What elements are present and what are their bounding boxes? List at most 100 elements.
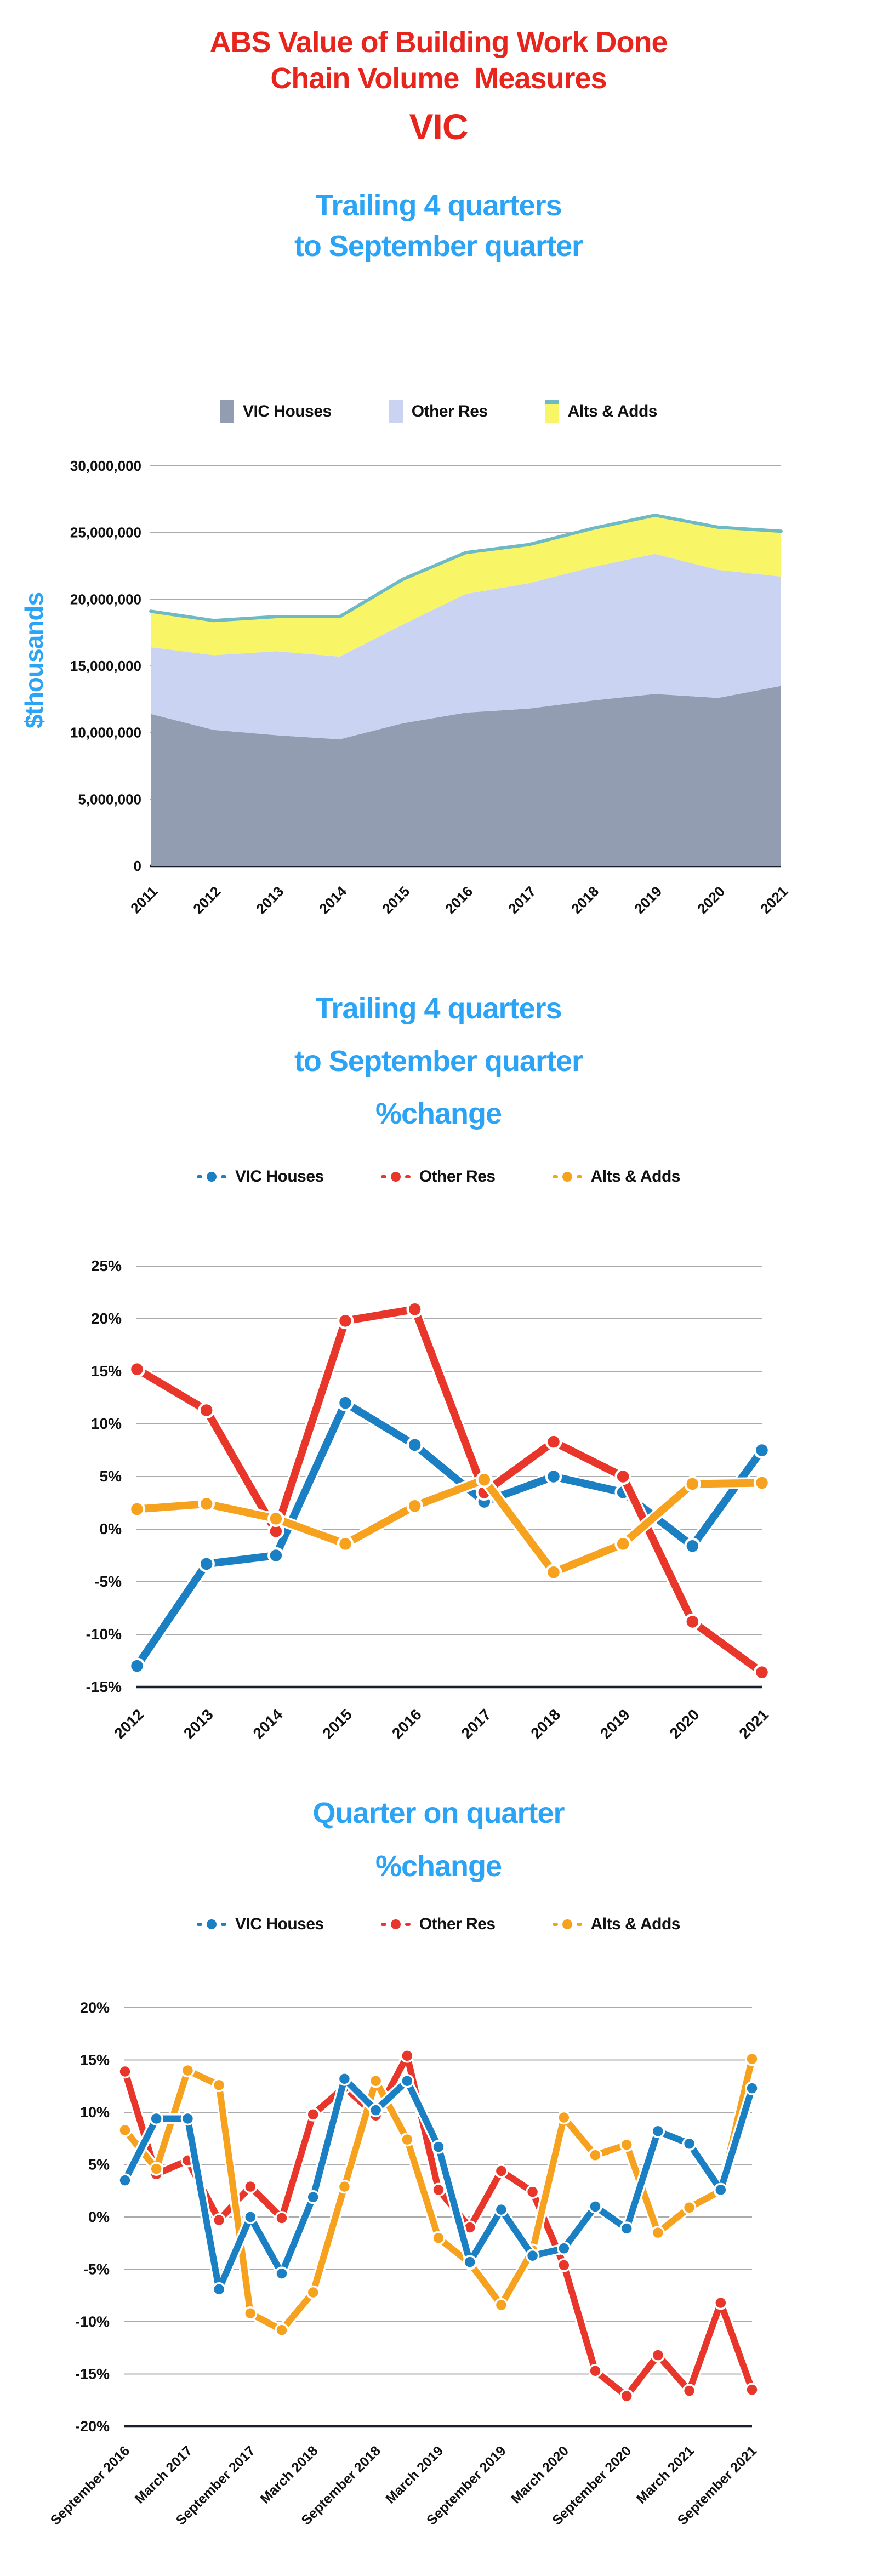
- data-point: [557, 2241, 571, 2256]
- data-point: [431, 2231, 446, 2245]
- legend-label: Other Res: [419, 1167, 496, 1186]
- axis-tick-label: 10%: [91, 1415, 122, 1432]
- data-point: [619, 2389, 634, 2403]
- data-point: [118, 2064, 132, 2079]
- axis-tick-label: March 2019: [383, 2443, 446, 2506]
- data-point: [212, 2078, 226, 2093]
- axis-tick-label: 2019: [597, 1706, 633, 1742]
- legend-item-vic-houses: VIC Houses: [196, 1167, 324, 1186]
- page-title: ABS Value of Building Work Done Chain Vo…: [0, 24, 877, 96]
- data-point: [494, 2202, 509, 2217]
- data-point: [684, 1475, 701, 1492]
- legend-dash-dot-marker: [196, 1172, 226, 1182]
- axis-tick-label: 2017: [505, 883, 539, 917]
- legend-color-chip: [544, 400, 559, 423]
- data-point: [557, 2258, 571, 2272]
- axis-tick-label: 0%: [100, 1520, 122, 1537]
- data-point: [337, 1535, 354, 1553]
- axis-tick-label: 2015: [319, 1706, 355, 1742]
- data-point: [198, 1555, 215, 1572]
- legend-label: VIC Houses: [235, 1915, 324, 1933]
- data-point: [243, 2210, 258, 2224]
- data-point: [682, 2136, 697, 2151]
- data-point: [588, 2364, 602, 2378]
- axis-tick-label: 15%: [91, 1363, 122, 1380]
- axis-tick-label: 2014: [250, 1706, 286, 1742]
- legend-item-other-res: Other Res: [380, 1167, 496, 1186]
- chart1-legend: VIC Houses Other Res Alts & Adds: [0, 400, 877, 423]
- data-point: [149, 2111, 163, 2126]
- area-series-other-res: [151, 554, 781, 739]
- data-point: [651, 2124, 665, 2139]
- data-point: [431, 2140, 446, 2154]
- axis-tick-label: -5%: [83, 2261, 110, 2278]
- axis-tick-label: -5%: [94, 1573, 122, 1590]
- legend-chip-top-stripe: [544, 400, 559, 404]
- legend-item-vic-houses: VIC Houses: [219, 400, 332, 423]
- axis-tick-label: 25,000,000: [70, 525, 141, 541]
- data-point: [588, 2148, 602, 2163]
- area-series-alts-adds: [151, 515, 781, 657]
- chart1-title: Trailing 4 quarters to September quarter: [294, 189, 583, 263]
- legend-label: VIC Houses: [235, 1167, 324, 1186]
- data-point: [494, 2164, 509, 2178]
- data-point: [337, 1312, 354, 1330]
- data-point: [714, 2295, 728, 2310]
- axis-tick-label: -20%: [75, 2418, 110, 2435]
- data-point: [753, 1663, 771, 1681]
- chart2-legend: VIC Houses Other Res Alts & Adds: [0, 1167, 877, 1186]
- data-point: [753, 1474, 771, 1491]
- legend-item-alts-adds: Alts & Adds: [544, 400, 658, 423]
- data-point: [545, 1564, 562, 1581]
- legend-label: Alts & Adds: [567, 402, 658, 420]
- data-point: [306, 2285, 320, 2300]
- page-title-line1: ABS Value of Building Work Done: [209, 26, 668, 59]
- data-point: [614, 1468, 631, 1485]
- axis-tick-label: -15%: [75, 2366, 110, 2383]
- legend-item-vic-houses: VIC Houses: [196, 1915, 324, 1934]
- data-point: [337, 1394, 354, 1411]
- data-point: [619, 2138, 634, 2152]
- axis-tick-label: 2018: [527, 1706, 563, 1742]
- data-point: [406, 1497, 423, 1515]
- data-point: [275, 2211, 289, 2225]
- legend-dash-dot-marker: [552, 1919, 582, 1929]
- data-point: [212, 2213, 226, 2227]
- data-point: [463, 2255, 477, 2269]
- data-point: [753, 1441, 771, 1459]
- legend-label: Other Res: [411, 402, 488, 420]
- data-point: [128, 1501, 146, 1518]
- legend-item-other-res: Other Res: [388, 400, 488, 423]
- stack-total-line: [149, 514, 783, 623]
- axis-tick-label: 2013: [253, 883, 287, 917]
- data-point: [212, 2282, 226, 2296]
- axis-tick-label: 2012: [111, 1706, 147, 1742]
- data-point: [275, 2266, 289, 2281]
- data-point: [128, 1657, 146, 1674]
- axis-tick-label: 15,000,000: [70, 658, 141, 674]
- axis-tick-label: 20%: [80, 1999, 110, 2016]
- data-point: [476, 1471, 493, 1489]
- chart3-title: Quarter on quarter %change: [312, 1797, 565, 1883]
- axis-tick-label: 5,000,000: [78, 791, 141, 807]
- legend-label: Alts & Adds: [590, 1915, 681, 1933]
- axis-tick-label: 2017: [458, 1706, 494, 1742]
- data-point: [118, 2123, 132, 2138]
- data-point: [267, 1510, 284, 1528]
- data-point: [149, 2162, 163, 2176]
- data-point: [682, 2201, 697, 2215]
- data-point: [619, 2221, 634, 2236]
- data-point: [714, 2182, 728, 2197]
- quarter-on-quarter-pct-change-line-chart: 20% 15% 10% 5% 0% -5% -10% -15% -20% September 20…: [48, 1999, 760, 2528]
- area-series-vic-houses: [151, 686, 781, 866]
- axis-tick-label: 2012: [190, 883, 224, 917]
- axis-tick-label: 10,000,000: [70, 725, 141, 741]
- axis-tick-label: 2021: [757, 883, 791, 917]
- data-point: [406, 1437, 423, 1454]
- data-point: [337, 2179, 352, 2194]
- axis-tick-label: March 2020: [508, 2443, 572, 2506]
- axis-tick-label: 2011: [127, 883, 161, 916]
- axis-tick-label: 25%: [91, 1257, 122, 1274]
- legend-item-alts-adds: Alts & Adds: [552, 1167, 681, 1186]
